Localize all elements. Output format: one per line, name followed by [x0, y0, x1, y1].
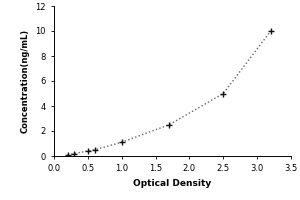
Y-axis label: Concentration(ng/mL): Concentration(ng/mL)	[21, 29, 30, 133]
X-axis label: Optical Density: Optical Density	[134, 179, 212, 188]
